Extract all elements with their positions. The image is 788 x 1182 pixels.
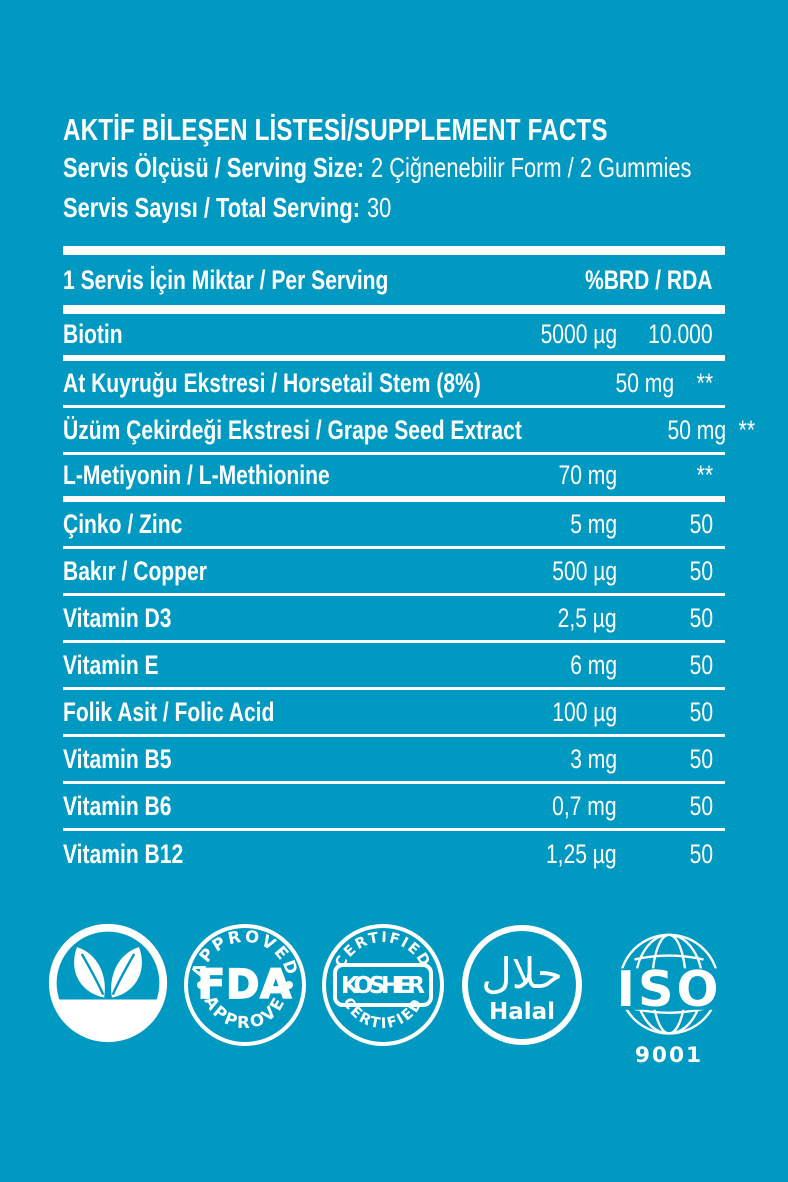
- table-row: Vitamin D3 2,5 µg 50: [63, 596, 725, 643]
- column-header-rda: %BRD / RDA: [585, 264, 713, 295]
- svg-text:KOSHER: KOSHER: [341, 973, 425, 999]
- ingredient-amount: 1,25 µg: [546, 839, 617, 869]
- ingredient-rda: 50: [689, 649, 713, 680]
- ingredient-rda: 50: [689, 508, 713, 539]
- label-header: AKTİF BİLEŞEN LİSTESİ/SUPPLEMENT FACTS S…: [63, 112, 725, 228]
- ingredient-amount: 70 mg: [558, 460, 617, 490]
- table-row: Vitamin E 6 mg 50: [63, 643, 725, 690]
- svg-text:VEGAN: VEGAN: [66, 1005, 150, 1029]
- globe-icon: ISO 9001: [595, 933, 743, 1068]
- ingredient-rda: 50: [689, 696, 713, 727]
- serving-size-value: 2 Çiğnenebilir Form / 2 Gummies: [371, 152, 692, 183]
- svg-text:Halal: Halal: [488, 999, 554, 1025]
- ingredient-name: Vitamin B5: [63, 743, 172, 774]
- column-header-per-serving: 1 Servis İçin Miktar / Per Serving: [63, 264, 389, 295]
- certification-badges: VEGAN APPROVED APPROVE FDA: [45, 920, 743, 1070]
- ingredient-amount: 3 mg: [570, 743, 617, 774]
- ingredient-amount: 6 mg: [570, 649, 617, 680]
- svg-text:حلال: حلال: [481, 949, 563, 998]
- ingredient-name: Üzüm Çekirdeği Ekstresi / Grape Seed Ext…: [63, 414, 522, 445]
- kosher-badge: CERTIFIED CERTIFIED KOSHER: [318, 920, 448, 1050]
- table-header-row: 1 Servis İçin Miktar / Per Serving %BRD …: [63, 255, 725, 305]
- ingredient-rda: 50: [689, 790, 713, 821]
- vegan-badge: VEGAN: [45, 920, 171, 1046]
- table-row: Folik Asit / Folic Acid 100 µg 50: [63, 690, 725, 737]
- ingredient-amount: 50 mg: [667, 414, 727, 445]
- table-row: L-Metiyonin / L-Methionine 70 mg **: [63, 455, 725, 502]
- svg-text:ISO: ISO: [617, 960, 722, 1018]
- ingredient-rda: 50: [689, 555, 713, 586]
- ingredient-rda: 50: [689, 602, 713, 633]
- serving-size-label: Servis Ölçüsü / Serving Size:: [63, 152, 365, 183]
- svg-text:CERTIFIED: CERTIFIED: [339, 995, 426, 1032]
- halal-seal-icon: حلال Halal: [461, 925, 582, 1045]
- iso-badge: ISO 9001: [595, 920, 743, 1070]
- table-row: Vitamin B12 1,25 µg 50: [63, 831, 725, 878]
- ingredient-amount: 2,5 µg: [558, 602, 617, 633]
- ingredient-rda: **: [696, 460, 713, 490]
- ingredient-rda: 50: [689, 839, 713, 869]
- fda-badge: APPROVED APPROVE FDA: [180, 920, 310, 1050]
- svg-text:FDA: FDA: [197, 962, 291, 1008]
- fda-seal-icon: APPROVED APPROVE FDA: [183, 924, 306, 1046]
- table-row: Üzüm Çekirdeği Ekstresi / Grape Seed Ext…: [63, 408, 755, 455]
- divider-thick-bottom: [63, 305, 725, 314]
- divider-thick-top: [63, 246, 725, 255]
- ingredient-rda: **: [738, 414, 756, 445]
- total-serving-line: Servis Sayısı / Total Serving: 30: [63, 188, 725, 228]
- svg-text:9001: 9001: [635, 1043, 703, 1068]
- ingredient-name: At Kuyruğu Ekstresi / Horsetail Stem (8%…: [63, 367, 481, 398]
- table-row: Vitamin B5 3 mg 50: [63, 737, 725, 784]
- ingredient-name: L-Metiyonin / L-Methionine: [63, 460, 330, 490]
- ingredient-name: Vitamin B12: [63, 839, 184, 869]
- table-body: Biotin 5000 µg 10.000 At Kuyruğu Ekstres…: [63, 314, 755, 878]
- kosher-seal-icon: CERTIFIED CERTIFIED KOSHER: [322, 924, 444, 1046]
- ingredient-amount: 100 µg: [552, 696, 617, 727]
- table-row: At Kuyruğu Ekstresi / Horsetail Stem (8%…: [63, 361, 725, 408]
- total-serving-value: 30: [367, 192, 392, 223]
- ingredient-name: Bakır / Copper: [63, 555, 207, 586]
- ingredient-amount: 500 µg: [552, 555, 617, 586]
- table-row: Bakır / Copper 500 µg 50: [63, 549, 725, 596]
- halal-badge: حلال Halal: [457, 920, 587, 1050]
- ingredient-amount: 5 mg: [570, 508, 617, 539]
- ingredient-name: Folik Asit / Folic Acid: [63, 696, 275, 727]
- page-title: AKTİF BİLEŞEN LİSTESİ/SUPPLEMENT FACTS: [63, 112, 608, 147]
- supplement-facts-table: 1 Servis İçin Miktar / Per Serving %BRD …: [63, 246, 755, 878]
- ingredient-name: Çinko / Zinc: [63, 508, 183, 539]
- ingredient-name: Vitamin B6: [63, 790, 172, 821]
- ingredient-rda: 50: [689, 743, 713, 774]
- leaf-icon: VEGAN: [48, 923, 168, 1043]
- ingredient-name: Vitamin E: [63, 649, 159, 680]
- ingredient-name: Vitamin D3: [63, 602, 172, 633]
- ingredient-name: Biotin: [63, 319, 123, 349]
- serving-size-line: Servis Ölçüsü / Serving Size: 2 Çiğnenebi…: [63, 148, 725, 188]
- table-row: Biotin 5000 µg 10.000: [63, 314, 725, 361]
- ingredient-rda: 10.000: [648, 319, 713, 349]
- total-serving-label: Servis Sayısı / Total Serving:: [63, 192, 360, 223]
- ingredient-amount: 0,7 mg: [552, 790, 617, 821]
- ingredient-rda: **: [696, 367, 713, 398]
- table-row: Çinko / Zinc 5 mg 50: [63, 502, 725, 549]
- table-row: Vitamin B6 0,7 mg 50: [63, 784, 725, 831]
- ingredient-amount: 50 mg: [615, 367, 674, 398]
- ingredient-amount: 5000 µg: [540, 319, 617, 349]
